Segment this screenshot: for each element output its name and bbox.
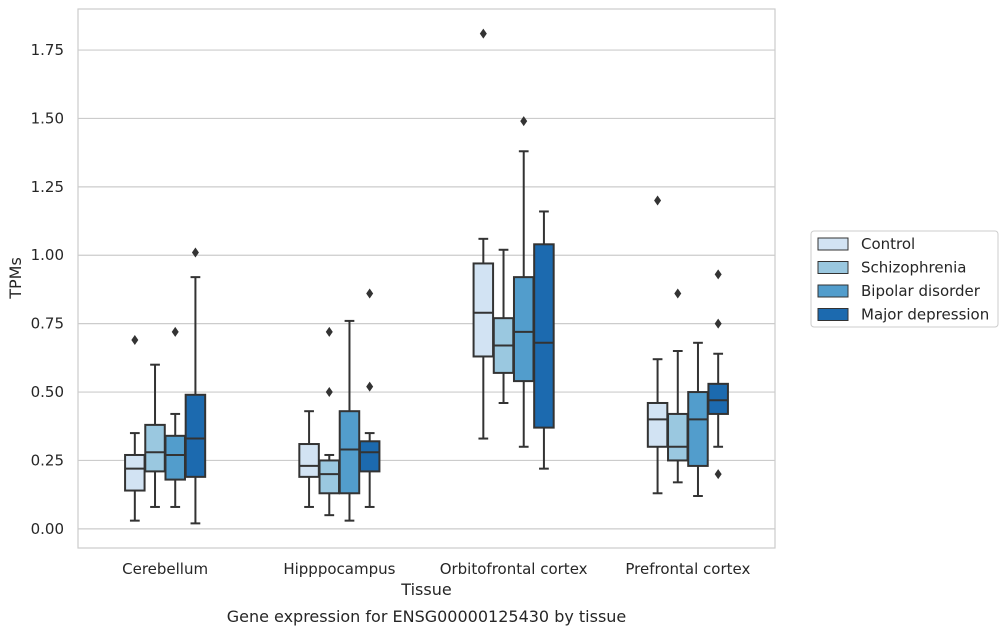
iqr-box	[164, 434, 186, 481]
box-control	[472, 28, 495, 440]
legend: Control Schizophrenia Bipolar disorder Majo…	[810, 230, 999, 328]
y-tick-label: 1.25	[31, 178, 64, 196]
iqr-box	[318, 459, 341, 495]
outlier-point	[191, 247, 199, 258]
legend-frame	[810, 230, 999, 328]
iqr-box	[472, 262, 495, 358]
iqr-box	[184, 393, 207, 478]
iqr-box	[298, 443, 320, 478]
y-tick-label: 0.50	[31, 383, 64, 401]
iqr-box	[707, 382, 729, 415]
y-axis-ticks: 0.00 0.25 0.50 0.75 1.00 1.25 1.50 1.75	[31, 41, 64, 538]
box-bipolar-disorder	[338, 319, 361, 522]
box-major-depression	[533, 210, 555, 470]
x-tick-label: Orbitofrontal cortex	[440, 560, 588, 578]
iqr-box	[124, 453, 146, 492]
iqr-box	[358, 440, 381, 473]
outlier-point	[171, 326, 179, 337]
box-groups	[124, 28, 729, 525]
outlier-point	[714, 318, 722, 329]
legend-swatch	[817, 308, 849, 321]
outlier-point	[479, 28, 487, 39]
box-control	[124, 335, 146, 522]
x-axis-ticks: Cerebellum Hipppocampus Orbitofrontal cort…	[122, 560, 750, 578]
legend-swatch	[817, 284, 849, 298]
outlier-point	[366, 381, 374, 392]
outlier-point	[714, 469, 722, 480]
y-tick-label: 0.75	[31, 315, 64, 333]
box-bipolar-disorder	[164, 326, 186, 508]
outlier-point	[131, 335, 139, 346]
outlier-point	[674, 288, 682, 299]
box-schizophrenia	[667, 288, 689, 484]
box-schizophrenia	[492, 248, 515, 404]
y-tick-label: 1.75	[31, 41, 64, 59]
iqr-box	[533, 243, 555, 429]
y-axis-title: TPMs	[6, 257, 25, 300]
iqr-box	[144, 423, 166, 473]
box-schizophrenia	[144, 363, 166, 508]
y-tick-label: 1.50	[31, 109, 64, 127]
y-tick-label: 0.25	[31, 451, 64, 469]
iqr-box	[646, 401, 669, 448]
box-major-depression	[358, 288, 381, 508]
box-major-depression	[707, 269, 729, 480]
outlier-point	[325, 326, 333, 337]
legend-label: Bipolar disorder	[861, 282, 981, 300]
outlier-point	[714, 269, 722, 280]
y-tick-label: 0.00	[31, 520, 64, 538]
box-schizophrenia	[318, 326, 341, 517]
box-bipolar-disorder	[687, 341, 709, 498]
outlier-point	[325, 387, 333, 398]
box-control	[646, 195, 669, 495]
x-axis-title: Tissue	[400, 580, 451, 599]
iqr-box	[338, 410, 361, 495]
legend-label: Major depression	[861, 306, 989, 324]
outlier-point	[520, 116, 528, 127]
x-tick-label: Hipppocampus	[283, 560, 395, 578]
outlier-point	[366, 288, 374, 299]
iqr-box	[512, 276, 535, 383]
outlier-point	[654, 195, 662, 206]
legend-swatch	[817, 237, 849, 251]
x-tick-label: Prefrontal cortex	[625, 560, 750, 578]
box-bipolar-disorder	[512, 116, 535, 448]
iqr-box	[667, 412, 689, 462]
legend-label: Control	[861, 235, 915, 253]
y-tick-label: 1.00	[31, 246, 64, 264]
iqr-box	[687, 391, 709, 467]
box-major-depression	[184, 247, 207, 525]
chart-caption: Gene expression for ENSG00000125430 by t…	[227, 607, 627, 626]
plot-area-frame	[77, 8, 776, 549]
x-tick-label: Cerebellum	[122, 560, 208, 578]
legend-label: Schizophrenia	[861, 259, 966, 277]
box-control	[298, 410, 320, 508]
legend-swatch	[817, 261, 849, 274]
